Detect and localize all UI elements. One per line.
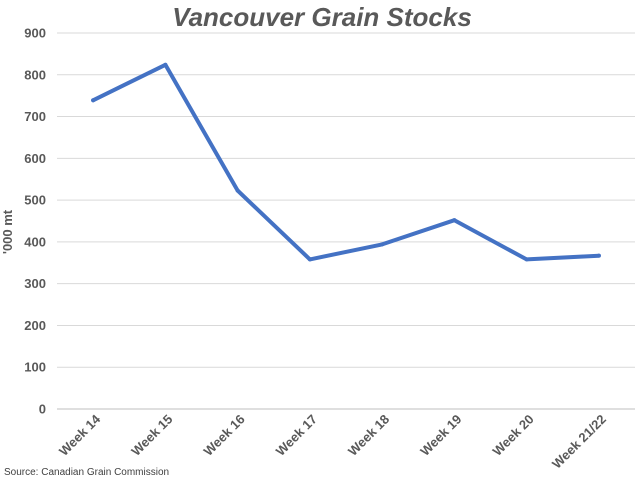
y-tick-label: 300 [24, 276, 46, 291]
data-point [524, 257, 529, 262]
x-tick-label: Week 21/22 [549, 412, 609, 472]
y-tick-label: 100 [24, 360, 46, 375]
y-tick-label: 600 [24, 151, 46, 166]
gridlines [57, 32, 635, 410]
y-tick-label: 400 [24, 234, 46, 249]
data-point [307, 257, 312, 262]
y-axis-ticks: 0 100 200 300 400 500 600 700 800 900 [24, 26, 46, 417]
x-tick-label: Week 20 [490, 412, 537, 459]
x-axis-ticks: Week 14 Week 15 Week 16 Week 17 Week 18 Week … [56, 411, 609, 472]
x-tick-label: Week 15 [128, 412, 175, 459]
y-tick-label: 500 [24, 193, 46, 208]
series-layer [91, 62, 601, 262]
data-point [91, 98, 96, 103]
y-tick-label: 900 [24, 26, 46, 41]
x-tick-label: Week 17 [273, 412, 320, 459]
y-tick-label: 700 [24, 109, 46, 124]
x-tick-label: Week 19 [417, 412, 464, 459]
y-tick-label: 0 [39, 402, 46, 417]
chart-title: Vancouver Grain Stocks [172, 2, 472, 32]
data-point [596, 253, 601, 258]
series-line [91, 62, 601, 262]
data-point [452, 218, 457, 223]
x-tick-label: Week 14 [56, 411, 104, 459]
y-tick-label: 800 [24, 67, 46, 82]
source-note: Source: Canadian Grain Commission [4, 467, 169, 478]
y-tick-label: 200 [24, 318, 46, 333]
x-tick-label: Week 18 [345, 412, 392, 459]
x-tick-label: Week 16 [201, 412, 248, 459]
data-point [235, 188, 240, 193]
data-point [380, 242, 385, 247]
y-axis-label: '000 mt [0, 209, 15, 254]
data-point [163, 62, 168, 67]
